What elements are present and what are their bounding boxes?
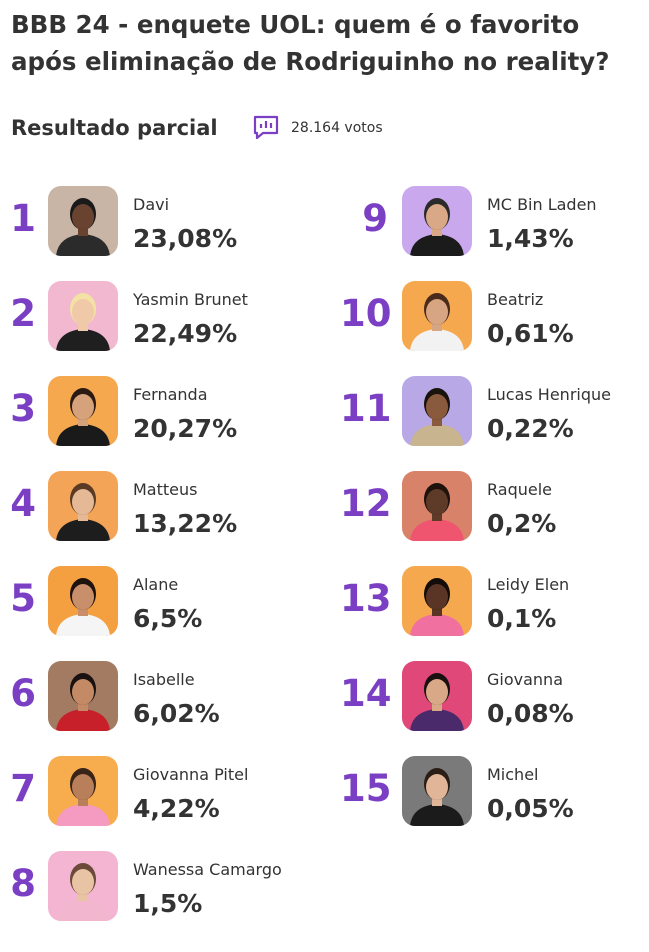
- vote-count: 28.164 votos: [291, 120, 383, 136]
- rank-number: 13: [340, 577, 392, 620]
- rank-number: 12: [340, 482, 392, 525]
- candidate-percent: 1,5%: [133, 889, 203, 918]
- candidate-name: Alane: [133, 575, 179, 594]
- rank-number: 3: [10, 387, 36, 430]
- candidate-avatar: [402, 186, 472, 256]
- page-title: BBB 24 - enquete UOL: quem é o favorito …: [11, 10, 610, 76]
- rank-number: 6: [10, 672, 36, 715]
- candidate-name: Lucas Henrique: [487, 385, 611, 404]
- candidate-name: Leidy Elen: [487, 575, 570, 594]
- candidate-avatar: [48, 376, 118, 446]
- candidate-avatar: [48, 186, 118, 256]
- candidate-entry: 11 Lucas Henrique 0,22%: [340, 370, 645, 450]
- candidate-avatar: [402, 756, 472, 826]
- candidate-name: Giovanna: [487, 670, 563, 689]
- candidate-name: Davi: [133, 195, 170, 214]
- candidate-percent: 0,22%: [487, 414, 574, 443]
- candidate-avatar: [402, 471, 472, 541]
- candidate-name: Beatriz: [487, 290, 544, 309]
- rank-number: 15: [340, 767, 392, 810]
- candidate-entry: 2 Yasmin Brunet 22,49%: [0, 275, 330, 355]
- candidate-entry: 12 Raquele 0,2%: [340, 465, 645, 545]
- rank-number: 2: [10, 292, 36, 335]
- candidate-avatar: [402, 281, 472, 351]
- candidate-name: MC Bin Laden: [487, 195, 597, 214]
- candidate-entry: 9 MC Bin Laden 1,43%: [340, 180, 645, 260]
- candidate-entry: 6 Isabelle 6,02%: [0, 655, 330, 735]
- candidate-percent: 0,08%: [487, 699, 574, 728]
- candidate-entry: 3 Fernanda 20,27%: [0, 370, 330, 450]
- bar-chart-icon: [253, 115, 279, 140]
- rank-number: 8: [10, 862, 36, 905]
- candidate-entry: 7 Giovanna Pitel 4,22%: [0, 750, 330, 830]
- candidate-percent: 23,08%: [133, 224, 238, 253]
- rank-number: 10: [340, 292, 392, 335]
- candidate-entry: 1 Davi 23,08%: [0, 180, 330, 260]
- rank-number: 1: [10, 197, 36, 240]
- candidate-entry: 4 Matteus 13,22%: [0, 465, 330, 545]
- candidate-name: Giovanna Pitel: [133, 765, 249, 784]
- candidate-percent: 6,02%: [133, 699, 220, 728]
- candidate-avatar: [48, 566, 118, 636]
- candidate-avatar: [48, 281, 118, 351]
- candidate-name: Wanessa Camargo: [133, 860, 282, 879]
- candidate-avatar: [402, 661, 472, 731]
- rank-number: 9: [362, 197, 388, 240]
- candidate-percent: 4,22%: [133, 794, 220, 823]
- candidate-percent: 0,61%: [487, 319, 574, 348]
- candidate-avatar: [48, 851, 118, 921]
- candidate-percent: 0,05%: [487, 794, 574, 823]
- candidate-percent: 0,1%: [487, 604, 557, 633]
- candidate-percent: 20,27%: [133, 414, 238, 443]
- candidate-avatar: [402, 566, 472, 636]
- results-header: Resultado parcial 28.164 votos: [11, 113, 631, 143]
- rank-number: 14: [340, 672, 392, 715]
- candidate-entry: 14 Giovanna 0,08%: [340, 655, 645, 735]
- rank-number: 4: [10, 482, 36, 525]
- rank-number: 7: [10, 767, 36, 810]
- candidate-avatar: [48, 756, 118, 826]
- candidate-percent: 0,2%: [487, 509, 557, 538]
- candidate-entry: 10 Beatriz 0,61%: [340, 275, 645, 355]
- candidate-avatar: [402, 376, 472, 446]
- candidate-name: Michel: [487, 765, 539, 784]
- candidate-percent: 1,43%: [487, 224, 574, 253]
- candidate-name: Isabelle: [133, 670, 195, 689]
- candidate-percent: 22,49%: [133, 319, 238, 348]
- candidate-name: Yasmin Brunet: [133, 290, 248, 309]
- candidate-percent: 13,22%: [133, 509, 238, 538]
- candidate-entry: 15 Michel 0,05%: [340, 750, 645, 830]
- candidate-name: Raquele: [487, 480, 552, 499]
- candidate-entry: 5 Alane 6,5%: [0, 560, 330, 640]
- rank-number: 5: [10, 577, 36, 620]
- candidate-name: Matteus: [133, 480, 198, 499]
- rank-number: 11: [340, 387, 392, 430]
- candidate-entry: 13 Leidy Elen 0,1%: [340, 560, 645, 640]
- candidate-entry: 8 Wanessa Camargo 1,5%: [0, 845, 330, 925]
- candidate-name: Fernanda: [133, 385, 208, 404]
- partial-results-label: Resultado parcial: [11, 116, 218, 140]
- candidate-avatar: [48, 471, 118, 541]
- candidate-percent: 6,5%: [133, 604, 203, 633]
- candidate-avatar: [48, 661, 118, 731]
